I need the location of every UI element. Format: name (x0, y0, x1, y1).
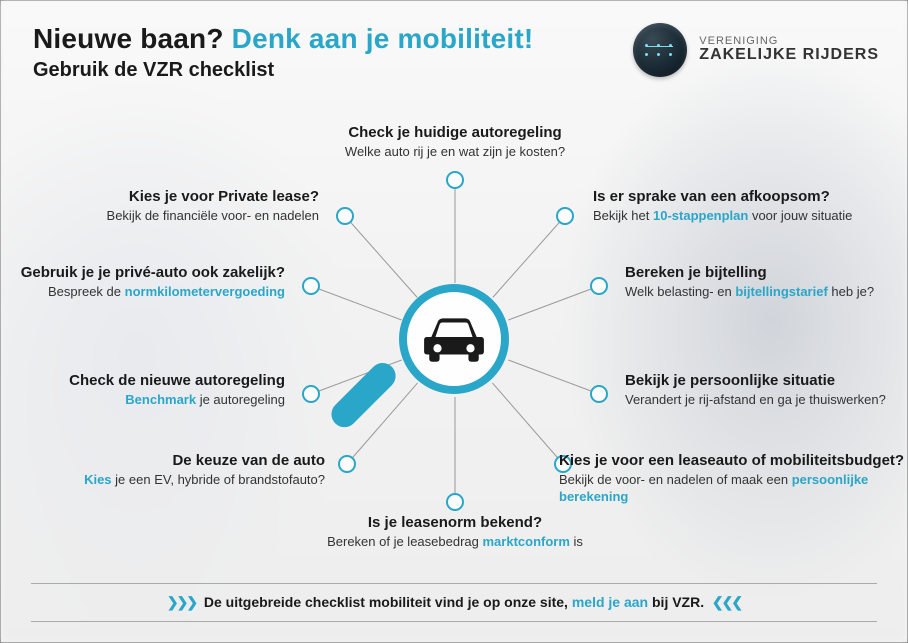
desc-pre: Bespreek de (48, 284, 125, 299)
checklist-item-desc: Bereken of je leasebedrag marktconform i… (275, 534, 635, 551)
checklist-item-desc: Kies je een EV, hybride of brandstofauto… (25, 472, 325, 489)
logo-line2: ZAKELIJKE RIJDERS (699, 47, 879, 64)
checklist-node[interactable] (446, 171, 464, 189)
checklist-item-desc: Bespreek de normkilometervergoeding (0, 284, 285, 301)
checklist-node[interactable] (302, 277, 320, 295)
checklist-node[interactable] (590, 385, 608, 403)
chevron-right-icon: ❯❯❯ (167, 594, 196, 610)
checklist-item: De keuze van de auto Kies je een EV, hybr… (25, 452, 325, 489)
checklist-item-title: Is je leasenorm bekend? (275, 514, 635, 532)
checklist-item: Kies je voor een leaseauto of mobiliteit… (559, 452, 908, 506)
checklist-node[interactable] (446, 493, 464, 511)
checklist-item-link[interactable]: 10-stappenplan (653, 208, 748, 223)
desc-post: je autoregeling (196, 392, 285, 407)
checklist-item-link[interactable]: Benchmark (125, 392, 196, 407)
checklist-item-link[interactable]: bijtellingstarief (735, 284, 827, 299)
checklist-item-desc: Welk belasting- en bijtellingstarief heb… (625, 284, 905, 301)
checklist-node[interactable] (336, 207, 354, 225)
header: Nieuwe baan? Denk aan je mobiliteit! Geb… (1, 1, 907, 82)
chevron-left-icon: ❮❮❮ (712, 594, 741, 610)
title-prefix: Nieuwe baan? (33, 23, 232, 54)
footer-post: bij VZR. (648, 594, 704, 610)
logo-text: VERENIGING ZAKELIJKE RIJDERS (699, 36, 879, 64)
checklist-item-link[interactable]: normkilometervergoeding (125, 284, 285, 299)
checklist-item-desc: Verandert je rij-afstand en ga je thuisw… (625, 392, 908, 409)
desc-pre: Welk belasting- en (625, 284, 735, 299)
content-root: Nieuwe baan? Denk aan je mobiliteit! Geb… (1, 1, 907, 642)
desc-pre: Welke auto rij je en wat zijn je kosten? (345, 144, 565, 159)
footer: ❯❯❯ De uitgebreide checklist mobiliteit … (31, 583, 877, 622)
desc-post: je een EV, hybride of brandstofauto? (112, 472, 325, 487)
subtitle: Gebruik de VZR checklist (33, 59, 533, 82)
logo-badge-icon (633, 23, 687, 77)
title-block: Nieuwe baan? Denk aan je mobiliteit! Geb… (33, 23, 533, 82)
logo: VERENIGING ZAKELIJKE RIJDERS (633, 23, 879, 77)
checklist-item-link[interactable]: marktconform (482, 534, 569, 549)
checklist-node[interactable] (302, 385, 320, 403)
hub-magnifier (399, 284, 509, 394)
checklist-item-title: Kies je voor een leaseauto of mobiliteit… (559, 452, 908, 470)
checklist-item-title: Kies je voor Private lease? (39, 188, 319, 206)
checklist-node[interactable] (556, 207, 574, 225)
checklist-item-desc: Bekijk het 10-stappenplan voor jouw situ… (593, 208, 893, 225)
checklist-node[interactable] (590, 277, 608, 295)
desc-pre: Verandert je rij-afstand en ga je thuisw… (625, 392, 886, 407)
checklist-item: Kies je voor Private lease? Bekijk de fin… (39, 188, 319, 225)
desc-pre: Bekijk de financiële voor- en nadelen (107, 208, 319, 223)
checklist-item-desc: Bekijk de financiële voor- en nadelen (39, 208, 319, 225)
desc-pre: Bekijk het (593, 208, 653, 223)
radial-diagram: Check je huidige autoregeling Welke auto … (1, 106, 907, 572)
title-accent: Denk aan je mobiliteit! (232, 23, 534, 54)
checklist-item-title: Gebruik je je privé-auto ook zakelijk? (0, 264, 285, 282)
desc-pre: Bereken of je leasebedrag (327, 534, 482, 549)
checklist-item-title: Check de nieuwe autoregeling (5, 372, 285, 390)
checklist-item: Gebruik je je privé-auto ook zakelijk? Be… (0, 264, 285, 301)
checklist-item: Is er sprake van een afkoopsom? Bekijk he… (593, 188, 893, 225)
checklist-item-title: Bekijk je persoonlijke situatie (625, 372, 908, 390)
desc-pre: Bekijk de voor- en nadelen of maak een (559, 472, 792, 487)
checklist-item-link[interactable]: Kies (84, 472, 111, 487)
checklist-item-desc: Welke auto rij je en wat zijn je kosten? (275, 144, 635, 161)
checklist-item: Check je huidige autoregeling Welke auto … (275, 124, 635, 161)
desc-post: voor jouw situatie (748, 208, 852, 223)
checklist-item-title: Check je huidige autoregeling (275, 124, 635, 142)
page-title: Nieuwe baan? Denk aan je mobiliteit! (33, 23, 533, 55)
desc-post: is (570, 534, 583, 549)
desc-post: heb je? (828, 284, 874, 299)
footer-pre: De uitgebreide checklist mobiliteit vind… (204, 594, 572, 610)
car-icon (421, 316, 487, 362)
checklist-item-title: De keuze van de auto (25, 452, 325, 470)
checklist-item-title: Bereken je bijtelling (625, 264, 905, 282)
checklist-item: Check de nieuwe autoregeling Benchmark je… (5, 372, 285, 409)
checklist-item-desc: Benchmark je autoregeling (5, 392, 285, 409)
checklist-item-desc: Bekijk de voor- en nadelen of maak een p… (559, 472, 908, 506)
checklist-item: Bekijk je persoonlijke situatie Verandert… (625, 372, 908, 409)
checklist-item: Bereken je bijtelling Welk belasting- en … (625, 264, 905, 301)
magnifier-ring-icon (399, 284, 509, 394)
checklist-item: Is je leasenorm bekend? Bereken of je lea… (275, 514, 635, 551)
magnifier-handle-icon (326, 358, 401, 433)
footer-link[interactable]: meld je aan (572, 594, 648, 610)
checklist-node[interactable] (338, 455, 356, 473)
checklist-item-title: Is er sprake van een afkoopsom? (593, 188, 893, 206)
